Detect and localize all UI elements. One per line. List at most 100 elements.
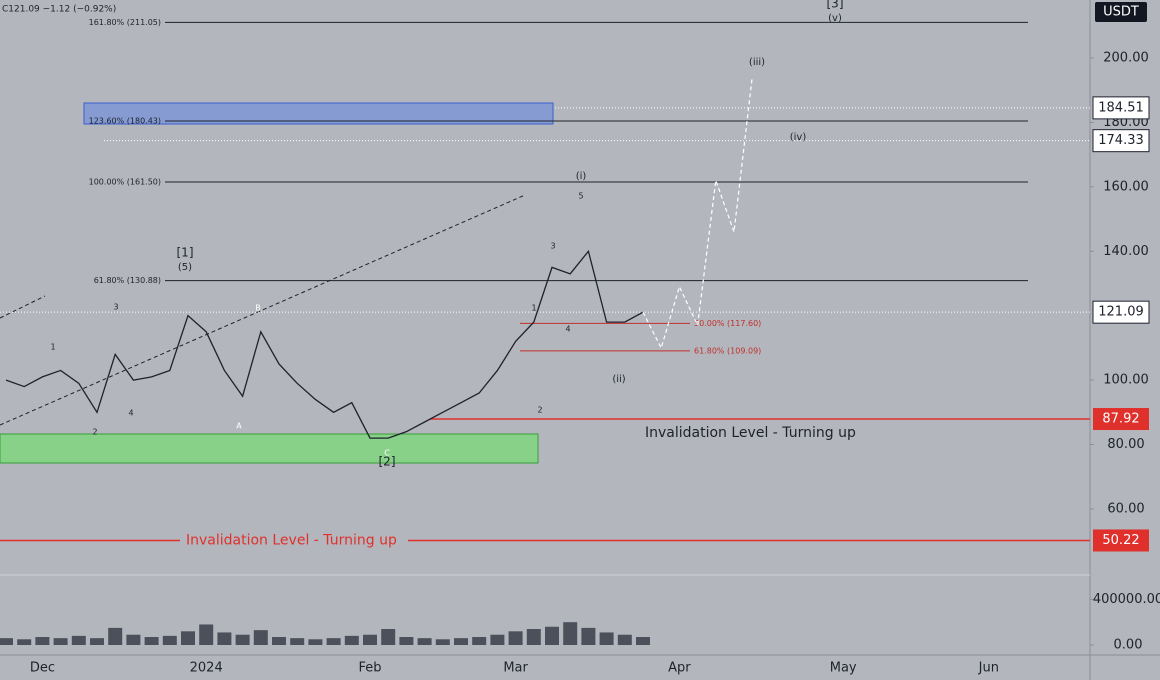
- wave-label: 2: [92, 428, 97, 437]
- fib-label: 50.00% (117.60): [694, 319, 761, 328]
- wave-label: B: [255, 304, 261, 313]
- volume-bar: [363, 634, 377, 645]
- y-tick-label: 160.00: [1103, 179, 1149, 194]
- volume-bar: [108, 627, 123, 645]
- invalidation-label: Invalidation Level - Turning up: [186, 532, 397, 548]
- wave-label: 5: [578, 192, 583, 201]
- price-tag-label: 174.33: [1098, 133, 1144, 148]
- volume-bar: [526, 629, 541, 645]
- x-tick-label: May: [830, 661, 857, 676]
- x-tick-label: Jun: [978, 661, 999, 676]
- wave-label: [2]: [379, 455, 396, 469]
- price-tag: [1093, 408, 1149, 431]
- volume-tick-label: 0.00: [1114, 638, 1143, 653]
- volume-bar: [399, 637, 414, 645]
- price-tag: [1092, 300, 1150, 324]
- volume-bar: [235, 634, 250, 645]
- volume-bar: [272, 637, 286, 645]
- volume-bar: [53, 638, 68, 645]
- price-tag-label: 121.09: [1098, 305, 1144, 320]
- x-tick-label: Dec: [30, 661, 55, 676]
- wave-label: [3]: [827, 0, 844, 11]
- channel-line: [0, 295, 46, 319]
- volume-bar: [545, 626, 559, 645]
- wave-label: C: [384, 449, 390, 458]
- wave-label: (5): [178, 262, 192, 273]
- volume-bar: [326, 638, 341, 645]
- wave-label: 3: [550, 242, 555, 251]
- price-tag: [1092, 129, 1150, 153]
- volume-bar: [636, 637, 650, 645]
- x-tick-label: 2024: [190, 661, 223, 676]
- volume-bar: [381, 629, 396, 645]
- currency-tag: [1095, 2, 1147, 22]
- x-tick-label: Mar: [503, 661, 528, 676]
- volume-bar: [0, 638, 13, 645]
- y-tick-label: 200.00: [1103, 50, 1149, 65]
- wave-label: (i): [576, 171, 587, 182]
- channel-line: [0, 194, 526, 426]
- x-tick-label: Feb: [358, 661, 381, 676]
- price-tag-label: 87.92: [1102, 412, 1139, 427]
- volume-bar: [454, 638, 468, 645]
- price-line: [5, 249, 644, 439]
- volume-bar: [90, 638, 104, 645]
- wave-label: 2: [537, 406, 542, 415]
- ohlc-readout: C121.09 −1.12 (−0.92%): [2, 5, 116, 15]
- x-tick-label: Apr: [668, 661, 691, 676]
- volume-bar: [217, 632, 232, 645]
- volume-bar: [472, 637, 487, 645]
- wave-label: A: [236, 422, 242, 431]
- volume-bar: [181, 631, 195, 645]
- volume-bar: [308, 639, 323, 645]
- wave-label: 1: [531, 304, 536, 313]
- volume-bar: [199, 624, 214, 645]
- y-tick-label: 60.00: [1107, 501, 1144, 516]
- price-tag-label: 50.22: [1102, 533, 1139, 548]
- volume-bar: [417, 638, 432, 645]
- wave-label: 4: [128, 409, 133, 418]
- currency: USDT: [1103, 5, 1139, 20]
- wave-label: (iii): [749, 57, 765, 68]
- volume-bar: [599, 632, 614, 645]
- y-tick-label: 140.00: [1103, 244, 1149, 259]
- projection-line: [642, 77, 753, 350]
- volume-bar: [490, 634, 505, 645]
- fib-label: 61.80% (109.09): [694, 346, 761, 355]
- volume-bar: [435, 639, 450, 645]
- volume-bar: [617, 634, 632, 645]
- wave-label: (iv): [790, 132, 807, 143]
- volume-bar: [126, 634, 141, 645]
- y-tick-label: 80.00: [1107, 437, 1144, 452]
- volume-bar: [581, 627, 596, 645]
- volume-bar: [290, 638, 305, 645]
- fib-label: 100.00% (161.50): [89, 178, 161, 187]
- wave-label: (v): [828, 13, 842, 24]
- volume-bar: [508, 631, 523, 645]
- wave-label: 1: [50, 343, 55, 352]
- wave-label: (ii): [612, 374, 625, 385]
- volume-tick-label: 400000.00: [1093, 592, 1160, 607]
- fib-label: 123.60% (180.43): [89, 117, 161, 126]
- volume-bar: [253, 630, 268, 645]
- volume-bar: [17, 639, 32, 645]
- volume-bar: [71, 635, 86, 645]
- target-zone: [83, 102, 554, 125]
- price-tag-label: 184.51: [1098, 100, 1144, 115]
- volume-bar: [162, 635, 177, 645]
- wave-label: [1]: [177, 246, 194, 260]
- price-tag: [1093, 529, 1149, 552]
- volume-bar: [35, 637, 50, 645]
- volume-bar: [344, 635, 359, 645]
- volume-bar: [563, 622, 578, 645]
- volume-bar: [144, 637, 159, 645]
- wave-label: 3: [113, 303, 118, 312]
- invalidation-label: Invalidation Level - Turning up: [645, 425, 856, 441]
- fib-label: 61.80% (130.88): [94, 276, 161, 285]
- wave-label: 4: [565, 325, 570, 334]
- y-tick-label: 100.00: [1103, 373, 1149, 388]
- price-tag: [1092, 96, 1150, 120]
- support-zone: [0, 433, 539, 464]
- fib-label: 161.80% (211.05): [89, 18, 161, 27]
